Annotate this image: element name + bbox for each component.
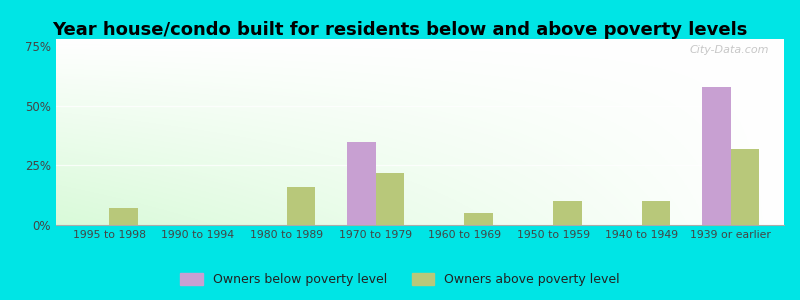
Bar xyxy=(702,87,730,225)
Bar xyxy=(287,187,315,225)
Bar xyxy=(553,201,582,225)
Text: Year house/condo built for residents below and above poverty levels: Year house/condo built for residents bel… xyxy=(52,21,748,39)
Text: City-Data.com: City-Data.com xyxy=(690,45,770,55)
Bar xyxy=(730,149,759,225)
Bar xyxy=(642,201,670,225)
Bar xyxy=(376,172,404,225)
Legend: Owners below poverty level, Owners above poverty level: Owners below poverty level, Owners above… xyxy=(175,268,625,291)
Bar xyxy=(464,213,493,225)
Bar xyxy=(347,142,376,225)
Bar xyxy=(110,208,138,225)
